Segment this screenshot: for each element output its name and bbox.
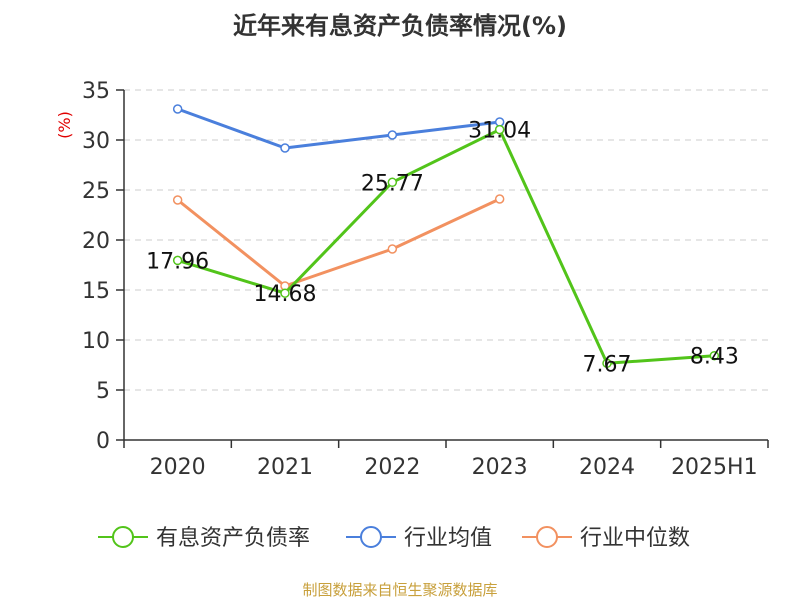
series-lines [172, 104, 720, 369]
series-line [177, 128, 715, 365]
data-point [172, 104, 183, 114]
legend-marker [112, 526, 134, 548]
chart-title: 近年来有息资产负债率情况(%) [233, 12, 567, 40]
x-tick-label: 2024 [579, 455, 635, 480]
y-tick-label: 0 [96, 429, 110, 454]
data-label: 17.96 [146, 249, 209, 274]
legend-marker [360, 526, 382, 548]
grid [124, 89, 768, 391]
series-line [177, 107, 500, 150]
legend-label: 行业均值 [404, 526, 492, 551]
data-label: 31.04 [468, 119, 531, 144]
legend-item: 行业中位数 [522, 526, 690, 551]
y-tick-label: 35 [82, 79, 110, 104]
x-tick-label: 2021 [257, 455, 313, 480]
data-point [709, 350, 720, 361]
source-note: 制图数据来自恒生聚源数据库 [302, 581, 497, 599]
data-point [387, 177, 398, 188]
x-tick-label: 2020 [150, 455, 206, 480]
x-tick-label: 2022 [364, 455, 420, 480]
series-1 [172, 104, 505, 153]
series-line [176, 197, 501, 288]
y-tick-label: 30 [82, 129, 110, 154]
y-tick-label: 25 [82, 179, 110, 204]
data-point [494, 124, 505, 135]
data-label: 25.77 [361, 171, 424, 196]
legend: 有息资产负债率 行业均值 行业中位数 [98, 526, 690, 551]
axes: 0 5 10 15 20 25 30 35 2020 2021 2022 2023 2024 2025H1 [82, 79, 769, 480]
y-tick-label: 5 [96, 379, 110, 404]
y-tick-label: 20 [82, 229, 110, 254]
data-labels: 17.96 14.68 25.77 31.04 7.67 8.43 [146, 119, 739, 378]
data-label: 7.67 [583, 352, 632, 377]
y-tick-label: 15 [82, 279, 110, 304]
data-point [602, 358, 612, 369]
series-0 [172, 124, 720, 369]
data-point [280, 288, 290, 298]
legend-label: 有息资产负债率 [156, 526, 310, 551]
legend-item: 有息资产负债率 [98, 526, 310, 551]
x-tick-label: 2025H1 [671, 455, 758, 480]
series-2 [172, 194, 505, 291]
data-point [280, 143, 290, 153]
data-label: 8.43 [690, 345, 739, 370]
x-tick-label: 2023 [472, 455, 528, 480]
data-point [172, 195, 183, 205]
y-axis-unit: (%) [55, 111, 74, 139]
y-tick-label: 10 [82, 329, 110, 354]
legend-marker [536, 526, 558, 548]
data-point [494, 194, 505, 204]
data-label: 14.68 [254, 282, 317, 307]
data-point [387, 130, 398, 140]
legend-item: 行业均值 [346, 526, 492, 551]
data-point [172, 255, 183, 266]
data-point [387, 244, 398, 254]
legend-label: 行业中位数 [580, 526, 690, 551]
